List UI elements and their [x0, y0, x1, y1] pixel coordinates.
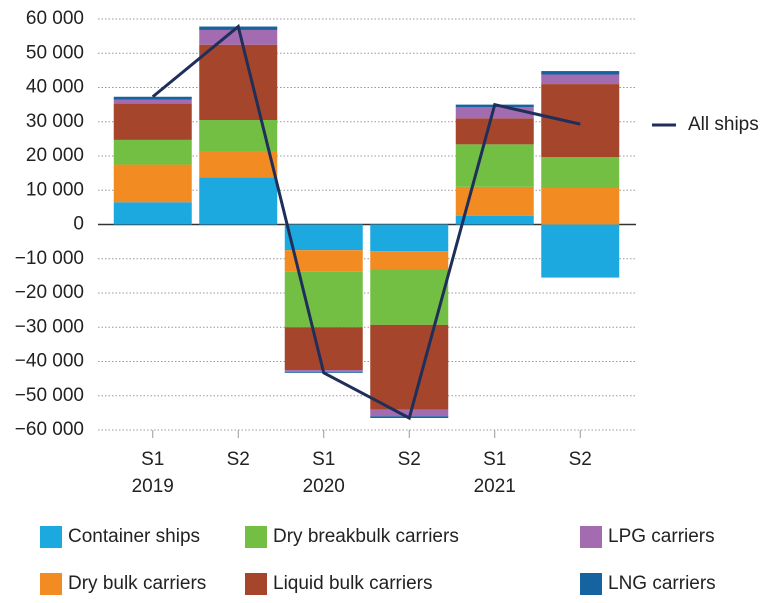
bar-segment: [541, 157, 620, 188]
line: [151, 23, 581, 421]
y-tick-label: 60 000: [26, 8, 84, 29]
bar-segment: [370, 224, 449, 252]
bar-segment: [113, 99, 192, 104]
legend-swatch: [245, 526, 267, 548]
legend-label: All ships: [688, 114, 759, 135]
bar-segment: [113, 103, 192, 140]
bar-segment: [370, 251, 449, 270]
legend-swatch: [580, 573, 602, 595]
bar-segment: [541, 224, 620, 278]
bar-segment: [541, 187, 620, 225]
legend-swatch: [245, 573, 267, 595]
x-group-label: 2021: [474, 476, 516, 497]
bar-segment: [284, 327, 363, 371]
bar-segment: [370, 269, 449, 325]
x-group-label: 2020: [303, 476, 345, 497]
y-tick-label: 0: [73, 214, 84, 235]
y-tick-label: −20 000: [15, 282, 84, 303]
bar-segment: [541, 74, 620, 85]
legend-label: Dry bulk carriers: [68, 573, 206, 594]
bar-segment: [370, 324, 449, 410]
bar-segment: [199, 151, 278, 178]
y-tick-label: 30 000: [26, 111, 84, 132]
legend-label: LPG carriers: [608, 526, 715, 547]
y-tick-label: 40 000: [26, 77, 84, 98]
x-tick-label: S2: [569, 449, 592, 470]
bar-segment: [284, 224, 363, 251]
bar-segment: [284, 271, 363, 328]
bar-segment: [113, 96, 192, 100]
bar-segment: [455, 215, 534, 225]
bar-segment: [455, 107, 534, 119]
x-tick-label: S1: [483, 449, 506, 470]
y-tick-label: 50 000: [26, 42, 84, 63]
y-tick-label: −50 000: [15, 385, 84, 406]
x-tick-label: S1: [312, 449, 335, 470]
y-tick-label: 20 000: [26, 145, 84, 166]
x-tick-label: S2: [227, 449, 250, 470]
legend-swatch: [40, 526, 62, 548]
legend-label: Dry breakbulk carriers: [273, 526, 459, 547]
x-group-label: 2019: [132, 476, 174, 497]
bar-segment: [541, 71, 620, 75]
bar-segment: [113, 139, 192, 165]
y-tick-label: −40 000: [15, 351, 84, 372]
y-tick-label: 10 000: [26, 179, 84, 200]
bar-segment: [541, 84, 620, 158]
y-tick-label: −60 000: [15, 419, 84, 440]
bar-segment: [113, 202, 192, 225]
legend-label: Liquid bulk carriers: [273, 573, 432, 594]
legend-label: LNG carriers: [608, 573, 716, 594]
legend-label: Container ships: [68, 526, 200, 547]
x-tick-label: S1: [141, 449, 164, 470]
x-tick-label: S2: [398, 449, 421, 470]
bar-segment: [284, 250, 363, 272]
y-tick-label: −30 000: [15, 316, 84, 337]
y-tick-label: −10 000: [15, 248, 84, 269]
legend-swatch: [580, 526, 602, 548]
bar-segment: [455, 144, 534, 187]
bar-segment: [113, 164, 192, 203]
bar-segment: [455, 118, 534, 145]
bar-segment: [199, 177, 278, 225]
bar-segment: [199, 44, 278, 121]
legend-swatch: [40, 573, 62, 595]
